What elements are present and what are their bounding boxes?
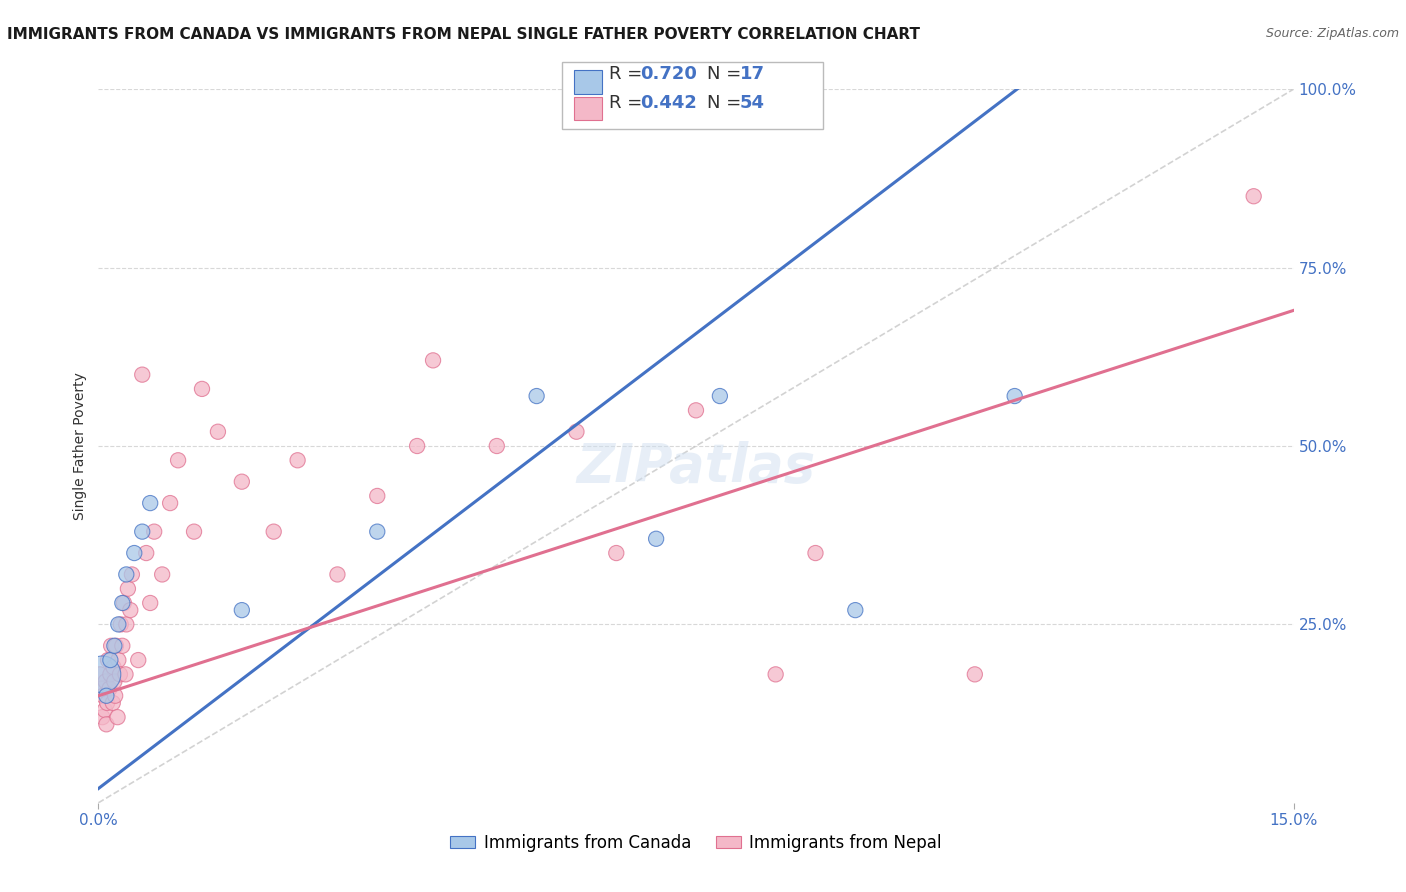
Y-axis label: Single Father Poverty: Single Father Poverty	[73, 372, 87, 520]
Point	[96, 717, 118, 731]
Point	[91, 710, 114, 724]
Point	[97, 653, 120, 667]
Point	[107, 653, 129, 667]
Point	[110, 617, 132, 632]
Point	[100, 639, 122, 653]
Text: 17: 17	[740, 65, 765, 83]
Point	[159, 496, 181, 510]
Point	[98, 681, 121, 696]
Point	[103, 674, 125, 689]
Text: N =: N =	[707, 94, 747, 112]
Point	[98, 653, 122, 667]
Point	[1243, 189, 1265, 203]
Point	[605, 546, 627, 560]
Point	[124, 546, 146, 560]
Point	[103, 639, 125, 653]
Text: ZIPatlas: ZIPatlas	[576, 442, 815, 493]
Point	[366, 489, 388, 503]
Point	[104, 689, 127, 703]
Point	[406, 439, 429, 453]
Point	[131, 524, 153, 539]
Text: 54: 54	[740, 94, 765, 112]
Legend: Immigrants from Canada, Immigrants from Nepal: Immigrants from Canada, Immigrants from …	[443, 828, 949, 859]
Point	[127, 653, 149, 667]
Point	[526, 389, 548, 403]
Point	[120, 603, 142, 617]
Point	[112, 596, 135, 610]
Point	[111, 596, 134, 610]
Point	[103, 660, 125, 674]
Text: R =: R =	[609, 94, 648, 112]
Point	[96, 696, 118, 710]
Point	[207, 425, 229, 439]
Point	[90, 681, 112, 696]
Point	[143, 524, 166, 539]
Point	[765, 667, 787, 681]
Point	[191, 382, 214, 396]
Point	[101, 696, 124, 710]
Point	[1004, 389, 1026, 403]
Point	[135, 546, 157, 560]
Point	[709, 389, 731, 403]
Point	[96, 689, 118, 703]
Point	[231, 475, 253, 489]
Point	[121, 567, 143, 582]
Point	[94, 703, 117, 717]
Point	[844, 603, 866, 617]
Point	[804, 546, 827, 560]
Text: IMMIGRANTS FROM CANADA VS IMMIGRANTS FROM NEPAL SINGLE FATHER POVERTY CORRELATIO: IMMIGRANTS FROM CANADA VS IMMIGRANTS FRO…	[7, 27, 920, 42]
Point	[263, 524, 285, 539]
Point	[167, 453, 190, 467]
Point	[108, 667, 131, 681]
Point	[231, 603, 253, 617]
Point	[91, 689, 114, 703]
Point	[114, 667, 136, 681]
Point	[115, 617, 138, 632]
Point	[645, 532, 668, 546]
Point	[94, 674, 117, 689]
Text: R =: R =	[609, 65, 648, 83]
Point	[139, 596, 162, 610]
Point	[963, 667, 986, 681]
Point	[139, 496, 162, 510]
Point	[115, 567, 138, 582]
Point	[91, 667, 114, 681]
Point	[107, 617, 129, 632]
Point	[111, 639, 134, 653]
Point	[366, 524, 388, 539]
Point	[183, 524, 205, 539]
Point	[89, 667, 111, 681]
Text: N =: N =	[707, 65, 747, 83]
Point	[326, 567, 349, 582]
Point	[422, 353, 444, 368]
Point	[287, 453, 309, 467]
Point	[150, 567, 173, 582]
Text: 0.720: 0.720	[640, 65, 696, 83]
Point	[107, 710, 129, 724]
Point	[485, 439, 508, 453]
Point	[117, 582, 139, 596]
Text: Source: ZipAtlas.com: Source: ZipAtlas.com	[1265, 27, 1399, 40]
Point	[131, 368, 153, 382]
Point	[104, 639, 127, 653]
Point	[98, 667, 122, 681]
Text: 0.442: 0.442	[640, 94, 696, 112]
Point	[565, 425, 588, 439]
Point	[685, 403, 707, 417]
